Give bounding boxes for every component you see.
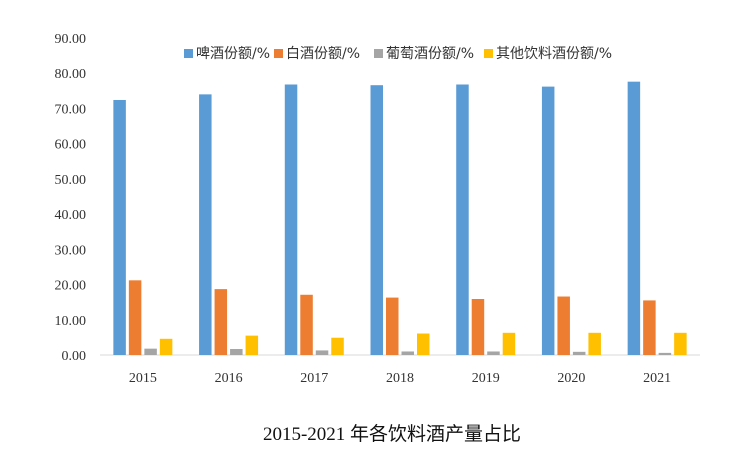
bar-2018-s0 <box>370 85 383 355</box>
legend-label: 葡萄酒份额/% <box>386 46 474 62</box>
y-tick-label: 0.00 <box>62 349 87 364</box>
bar-2019-s0 <box>456 84 469 356</box>
bar-2019-s2 <box>487 351 500 355</box>
x-axis: 2015 2016 2017 2018 2019 2020 2021 <box>129 371 671 386</box>
y-tick-label: 10.00 <box>55 314 87 329</box>
bar-2017-s1 <box>300 294 313 355</box>
bar-2015-s2 <box>144 348 157 355</box>
y-tick-label: 30.00 <box>55 243 87 258</box>
x-tick-label: 2018 <box>386 371 414 386</box>
bar-2015-s0 <box>113 99 126 356</box>
y-tick-label: 60.00 <box>55 138 87 153</box>
y-tick-label: 80.00 <box>55 67 87 82</box>
legend-label: 其他饮料酒份额/% <box>496 46 612 62</box>
x-tick-label: 2020 <box>557 371 585 386</box>
bar-2017-s2 <box>315 350 329 355</box>
bar-2021-s2 <box>658 352 672 355</box>
y-tick-label: 40.00 <box>55 208 87 223</box>
y-tick-label: 90.00 <box>55 32 87 47</box>
legend-swatch <box>184 49 193 58</box>
bar-2016-s0 <box>199 94 212 356</box>
x-tick-label: 2017 <box>300 371 328 386</box>
y-tick-label: 50.00 <box>55 173 87 188</box>
bar-2018-s2 <box>401 351 414 355</box>
y-tick-label: 20.00 <box>55 279 87 294</box>
bar-2020-s0 <box>541 86 555 356</box>
legend-label: 啤酒份额/% <box>196 46 270 62</box>
bar-2017-s0 <box>284 84 298 356</box>
legend: 啤酒份额/% 白酒份额/% 葡萄酒份额/% 其他饮料酒份额/% <box>184 46 612 62</box>
x-tick-label: 2019 <box>472 371 500 386</box>
bar-2020-s1 <box>557 296 570 355</box>
bar-2021-s3 <box>674 332 687 355</box>
legend-swatch <box>374 49 383 58</box>
y-tick-label: 70.00 <box>55 102 87 117</box>
x-tick-label: 2015 <box>129 371 157 386</box>
bar-2016-s2 <box>230 349 243 355</box>
x-tick-label: 2016 <box>215 371 243 386</box>
bar-2019-s3 <box>502 332 516 355</box>
bars <box>113 81 687 356</box>
y-axis: 0.00 10.00 20.00 30.00 40.00 50.00 60.00 70.00 8… <box>55 32 87 364</box>
bar-2019-s1 <box>471 299 485 355</box>
x-tick-label: 2021 <box>643 371 671 386</box>
bar-2021-s1 <box>643 300 656 355</box>
legend-label: 白酒份额/% <box>286 46 360 62</box>
bar-2018-s1 <box>386 297 399 355</box>
bar-2015-s3 <box>159 338 173 355</box>
bar-2016-s1 <box>214 289 228 355</box>
bar-2016-s3 <box>245 335 259 355</box>
bar-2017-s3 <box>331 337 344 355</box>
bar-2020-s2 <box>572 351 586 355</box>
bar-2015-s1 <box>128 280 142 355</box>
legend-swatch <box>274 49 283 58</box>
bar-2020-s3 <box>588 332 601 355</box>
legend-swatch <box>484 49 493 58</box>
chart-title: 2015-2021 年各饮料酒产量占比 <box>263 423 521 445</box>
bar-2018-s3 <box>417 333 430 355</box>
bar-2021-s0 <box>627 81 641 356</box>
